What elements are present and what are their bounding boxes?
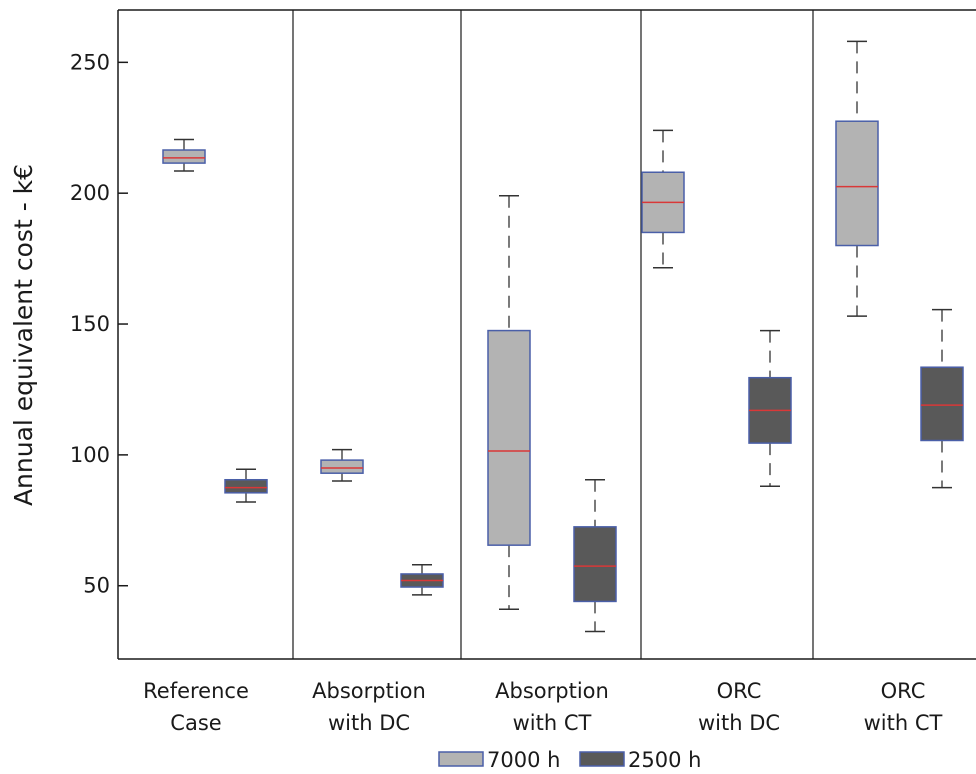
legend-swatch xyxy=(579,751,625,767)
y-tick-label: 50 xyxy=(83,574,110,598)
iqr-box xyxy=(224,478,268,494)
y-axis-title: Annual equivalent cost - k€ xyxy=(9,164,38,506)
iqr-box xyxy=(487,329,531,546)
y-tick-label: 200 xyxy=(70,181,110,205)
iqr-box xyxy=(920,366,964,442)
boxes xyxy=(162,40,964,633)
iqr-box xyxy=(573,526,617,603)
legend-label: 7000 h xyxy=(487,748,560,772)
box-7000h-1 xyxy=(162,138,206,172)
y-axis: 50 100 150 200 250 xyxy=(70,50,128,598)
box-7000h-2 xyxy=(320,448,364,482)
iqr-box xyxy=(162,149,206,164)
category-label: Case xyxy=(170,711,221,735)
box-7000h-3 xyxy=(487,195,531,611)
x-axis-labels: Reference Case Absorption with DC Absorption… xyxy=(143,679,942,735)
category-label: Absorption xyxy=(312,679,426,703)
y-tick-label: 150 xyxy=(70,312,110,336)
category-label: with DC xyxy=(698,711,780,735)
category-label: Absorption xyxy=(495,679,609,703)
box-7000h-4 xyxy=(641,129,685,269)
category-label: ORC xyxy=(881,679,926,703)
iqr-box xyxy=(320,459,364,474)
iqr-box xyxy=(835,120,879,247)
legend: 7000 h 2500 h xyxy=(438,748,701,772)
category-label: ORC xyxy=(717,679,762,703)
box-2500h-2 xyxy=(400,564,444,596)
y-tick-label: 100 xyxy=(70,443,110,467)
box-2500h-3 xyxy=(573,478,617,633)
box-2500h-4 xyxy=(748,329,792,488)
y-tick-label: 250 xyxy=(70,50,110,74)
category-label: with DC xyxy=(328,711,410,735)
legend-swatch xyxy=(438,751,484,767)
box-7000h-5 xyxy=(835,40,879,317)
category-label: with CT xyxy=(513,711,592,735)
box-2500h-1 xyxy=(224,468,268,503)
box-2500h-5 xyxy=(920,308,964,489)
plot-frame xyxy=(117,9,976,660)
legend-label: 2500 h xyxy=(628,748,701,772)
category-label: with CT xyxy=(864,711,943,735)
category-label: Reference xyxy=(143,679,249,703)
